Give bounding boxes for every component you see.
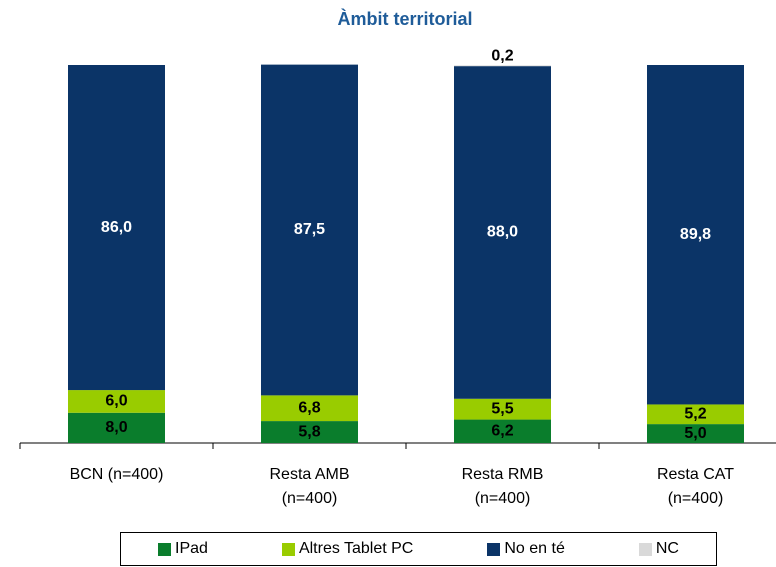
legend-label: NC (655, 540, 679, 557)
bar-segment (454, 398, 551, 420)
x-tick-label: Resta RMB (n=400) (461, 466, 544, 507)
data-label: 0,2 (491, 48, 513, 65)
legend-swatch (281, 542, 295, 556)
legend-item: NC (638, 540, 679, 558)
bar-segment (454, 65, 551, 67)
data-label: 87,5 (294, 221, 325, 238)
chart-title: Àmbit territorial (337, 8, 472, 29)
legend: IPad Altres Tablet PC No en té NC (120, 532, 717, 566)
x-tick-label: Resta CAT (n=400) (656, 466, 735, 507)
legend-item: No en té (487, 540, 565, 558)
data-label: 89,8 (680, 226, 711, 243)
data-label: 5,5 (491, 400, 513, 417)
data-label: 6,2 (491, 423, 513, 440)
legend-swatch (638, 542, 652, 556)
x-tick-label: BCN (n=400) (69, 466, 164, 483)
data-label: 5,0 (684, 425, 706, 442)
bar-segment (261, 64, 358, 396)
legend-label: No en té (504, 540, 565, 557)
legend-item: IPad (158, 540, 208, 558)
bar-segment (68, 390, 165, 413)
bar-segment (68, 412, 165, 443)
bar-segment (261, 421, 358, 443)
legend-label: Altres Tablet PC (298, 540, 414, 557)
bar-segment (454, 419, 551, 443)
data-label: 8,0 (105, 419, 127, 436)
legend-swatch (158, 542, 171, 556)
data-label: 6,0 (105, 393, 127, 410)
legend-label: IPad (175, 540, 208, 557)
data-label: 6,8 (298, 399, 320, 416)
data-label: 86,0 (101, 219, 132, 236)
bar-segment (647, 65, 744, 405)
legend-item: Altres Tablet PC (281, 540, 414, 558)
bar-segment (68, 65, 165, 391)
bar-segment (647, 404, 744, 425)
bar-segment (261, 395, 358, 422)
legend-swatch (487, 542, 501, 556)
data-label: 88,0 (487, 224, 518, 241)
bar-segment (454, 66, 551, 399)
data-label: 5,8 (298, 423, 320, 440)
data-label: 5,2 (684, 405, 706, 422)
x-tick-label: Resta AMB (n=400) (269, 466, 350, 507)
bar-segment (647, 424, 744, 443)
